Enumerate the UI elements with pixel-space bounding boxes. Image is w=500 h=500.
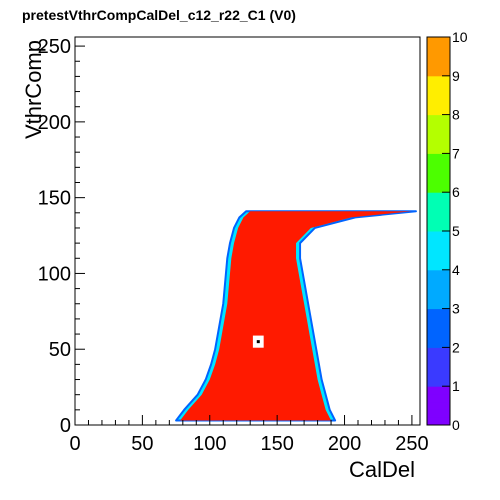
x-axis-title: CalDel [349,457,415,482]
colorbar-tick-label: 7 [452,145,460,161]
colorbar-segment [427,91,450,100]
colorbar: 0 1 2 3 4 5 6 7 8 9 10 [426,29,468,433]
colorbar-segment [427,52,450,61]
colorbar-segment [427,114,450,123]
colorbar-segment [427,231,450,240]
colorbar-tick-label: 3 [452,301,460,317]
colorbar-tick-label: 4 [452,262,460,278]
heatmap-cells [175,210,417,422]
colorbar-segment [427,362,450,372]
colorbar-segment [427,37,450,46]
x-tick-label: 100 [193,433,226,455]
y-axis-ticks: 0 50 100 150 200 250 [38,36,85,437]
colorbar-segment [427,145,450,154]
colorbar-segment [427,339,450,348]
colorbar-tick-label: 5 [452,223,460,239]
x-tick-label: 150 [260,433,293,455]
colorbar-segment [427,75,450,85]
colorbar-segment [427,285,450,294]
colorbar-segment [427,370,450,379]
colorbar-segment [427,293,450,302]
colorbar-segment [427,60,450,69]
colorbar-segment [427,269,450,279]
colorbar-tick-label: 10 [452,29,468,45]
colorbar-tick-label: 0 [452,417,460,433]
colorbar-segment [427,153,450,162]
y-tick-label: 0 [60,415,71,437]
x-tick-label: 0 [69,433,80,455]
colorbar-segment [427,417,450,426]
chart-title: pretestVthrCompCalDel_c12_r22_C1 (V0) [22,7,296,23]
colorbar-segment [427,130,450,139]
hole-marker [252,335,264,348]
colorbar-segment [427,215,450,224]
colorbar-segment [427,378,450,387]
y-tick-label: 50 [49,339,71,361]
colorbar-segment [427,254,450,263]
y-tick-label: 200 [38,112,71,134]
colorbar-segment [427,393,450,403]
colorbar-segment [427,386,450,395]
x-tick-label: 250 [395,433,428,455]
y-tick-label: 250 [38,36,71,58]
colorbar-segment [427,192,450,201]
colorbar-segment [427,137,450,147]
colorbar-tick-label: 9 [452,68,460,84]
hole-dot [256,340,260,344]
colorbar-segment [427,277,450,286]
colorbar-segment [427,331,450,341]
colorbar-segment [427,246,450,255]
colorbar-tick-label: 1 [452,378,460,394]
x-tick-label: 50 [131,433,153,455]
colorbar-segment [427,199,450,209]
colorbar-segment [427,184,450,193]
colorbar-segment [427,44,450,54]
x-axis-ticks: 0 50 100 150 200 250 [69,415,429,455]
colorbar-segment [427,161,450,170]
colorbar-segment [427,176,450,185]
colorbar-segment [427,308,450,317]
colorbar-segment [427,99,450,108]
colorbar-segment [427,324,450,333]
colorbar-tick-label: 6 [452,184,460,200]
colorbar-segment [427,355,450,364]
y-tick-label: 100 [38,263,71,285]
colorbar-segment [427,83,450,92]
colorbar-segment [427,409,450,418]
colorbar-segment [427,262,450,271]
heatmap-region [180,211,412,421]
colorbar-segment [427,223,450,232]
colorbar-segment [427,168,450,178]
y-tick-label: 150 [38,188,71,210]
colorbar-tick-label: 2 [452,339,460,355]
plot-frame [74,36,421,426]
colorbar-segment [427,122,450,131]
colorbar-segment [427,401,450,410]
colorbar-segment [427,238,450,248]
colorbar-segment [427,347,450,356]
x-tick-label: 200 [328,433,361,455]
colorbar-segment [427,68,450,77]
colorbar-tick-label: 8 [452,107,460,123]
colorbar-segment [427,207,450,216]
colorbar-segment [427,106,450,116]
y-axis-title: VthrComp [21,40,46,139]
colorbar-segment [427,316,450,325]
colorbar-segment [427,300,450,310]
